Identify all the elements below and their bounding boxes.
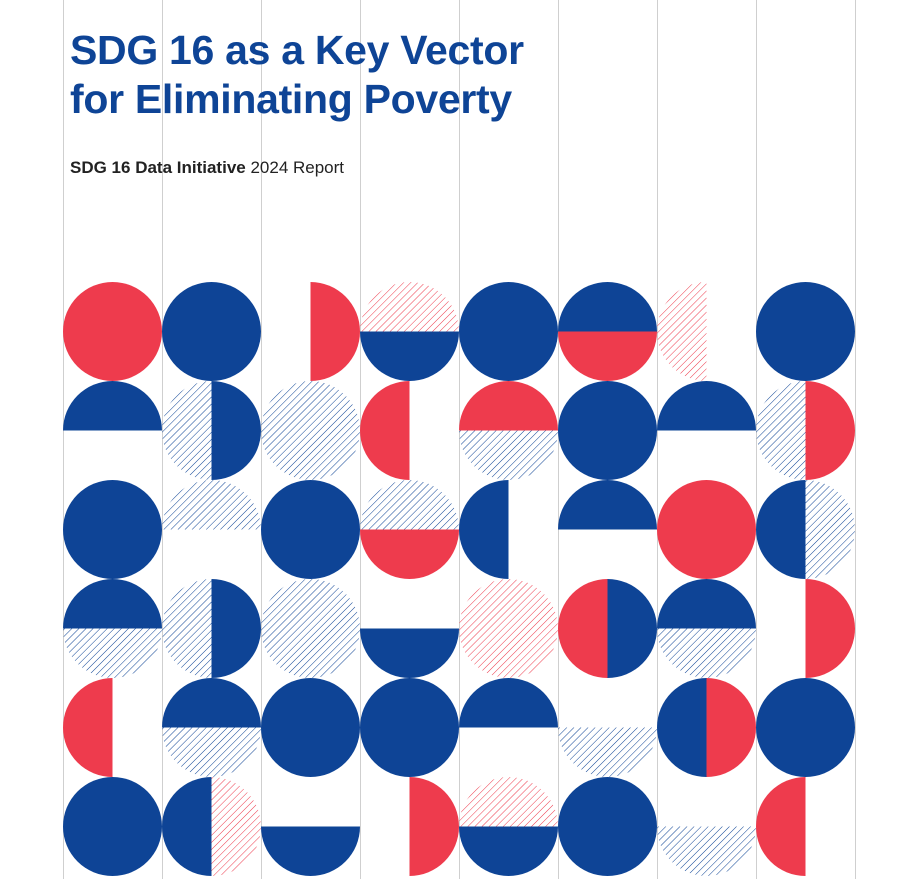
pattern-half-right — [607, 579, 657, 678]
pattern-circle — [261, 381, 360, 480]
pattern-circle — [657, 480, 756, 579]
guide-line — [558, 0, 559, 879]
pattern-half-top — [360, 480, 459, 530]
pattern-half-left — [756, 480, 806, 579]
pattern-half-right — [805, 381, 856, 480]
pattern-semicircle — [558, 727, 657, 777]
pattern-circle — [756, 678, 855, 777]
pattern-semicircle — [805, 579, 856, 678]
pattern-circle — [261, 579, 360, 678]
pattern-circle — [63, 480, 162, 579]
pattern-semicircle — [360, 381, 410, 480]
pattern-circle — [360, 678, 459, 777]
guide-line — [657, 0, 658, 879]
pattern-circle — [63, 777, 162, 876]
pattern-half-right — [211, 381, 261, 480]
report-subtitle: SDG 16 Data Initiative 2024 Report — [70, 158, 344, 178]
pattern-semicircle — [756, 777, 806, 876]
guide-line — [63, 0, 64, 879]
pattern-semicircle — [261, 826, 360, 876]
pattern-semicircle — [459, 480, 509, 579]
title-line-2: for Eliminating Poverty — [70, 76, 512, 122]
pattern-circle — [261, 678, 360, 777]
guide-line — [855, 0, 856, 879]
pattern-circle — [459, 579, 558, 678]
pattern-half-left — [558, 579, 608, 678]
pattern-semicircle — [409, 777, 459, 876]
pattern-semicircle — [558, 480, 657, 530]
guide-line — [162, 0, 163, 879]
pattern-semicircle — [657, 282, 707, 381]
pattern-half-top — [558, 282, 657, 332]
pattern-circle — [558, 381, 657, 480]
pattern-half-bottom — [162, 727, 261, 777]
pattern-half-right — [805, 480, 856, 579]
pattern-half-top — [162, 282, 261, 332]
pattern-half-bottom — [459, 826, 558, 876]
pattern-half-left — [756, 381, 806, 480]
pattern-half-top — [459, 777, 558, 827]
pattern-circle — [63, 282, 162, 381]
pattern-half-right — [211, 579, 261, 678]
pattern-semicircle — [657, 381, 756, 431]
pattern-half-left — [162, 381, 212, 480]
pattern-half-bottom — [162, 331, 261, 381]
subtitle-year-report: 2024 Report — [245, 158, 345, 177]
pattern-half-left — [657, 678, 707, 777]
pattern-half-top — [459, 381, 558, 431]
pattern-semicircle — [63, 381, 162, 431]
pattern-half-bottom — [360, 331, 459, 381]
pattern-half-left — [162, 579, 212, 678]
guide-line — [459, 0, 460, 879]
pattern-half-bottom — [657, 628, 756, 678]
pattern-circle — [459, 282, 558, 381]
report-title: SDG 16 as a Key Vector for Eliminating P… — [70, 26, 524, 124]
pattern-half-right — [211, 777, 261, 876]
pattern-half-top — [360, 282, 459, 332]
pattern-half-top — [63, 579, 162, 629]
pattern-half-left — [162, 777, 212, 876]
pattern-semicircle — [459, 678, 558, 728]
pattern-circle — [558, 777, 657, 876]
pattern-half-bottom — [360, 529, 459, 579]
pattern-circle — [261, 480, 360, 579]
guide-line — [756, 0, 757, 879]
pattern-semicircle — [657, 826, 756, 876]
pattern-half-right — [706, 678, 756, 777]
pattern-half-bottom — [63, 628, 162, 678]
pattern-circle — [756, 282, 855, 381]
pattern-half-bottom — [558, 331, 657, 381]
subtitle-initiative: SDG 16 Data Initiative — [70, 158, 246, 177]
pattern-semicircle — [162, 480, 261, 530]
pattern-semicircle — [360, 628, 459, 678]
guide-line — [360, 0, 361, 879]
guide-line — [261, 0, 262, 879]
pattern-semicircle — [63, 678, 113, 777]
pattern-semicircle — [310, 282, 360, 381]
pattern-half-top — [657, 579, 756, 629]
pattern-half-bottom — [459, 430, 558, 480]
pattern-half-top — [162, 678, 261, 728]
title-line-1: SDG 16 as a Key Vector — [70, 27, 524, 73]
